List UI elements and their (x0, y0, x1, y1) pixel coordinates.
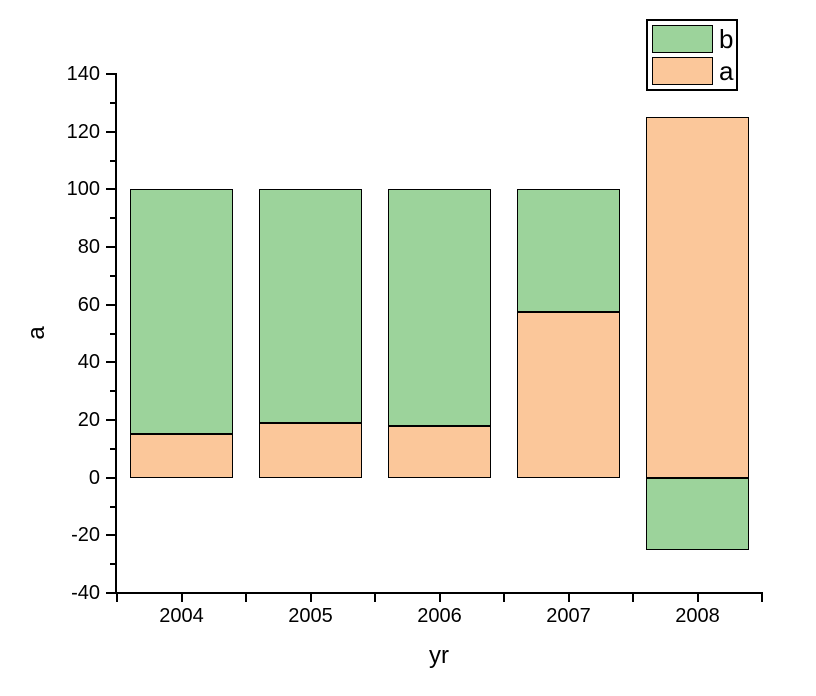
y-major-tick (106, 130, 115, 133)
legend: b a (646, 19, 738, 91)
y-axis-title: a (23, 326, 50, 340)
x-boundary-tick (503, 594, 505, 602)
legend-entry-b: b (652, 25, 736, 53)
x-tick-label: 2005 (288, 605, 333, 627)
x-boundary-tick (374, 594, 376, 602)
x-major-tick (696, 594, 699, 602)
y-tick-label: 40 (77, 351, 100, 374)
x-boundary-tick (245, 594, 247, 602)
y-minor-tick (110, 390, 115, 393)
legend-swatch-b (652, 25, 713, 53)
y-tick-label: 100 (66, 178, 100, 201)
y-major-tick (106, 246, 115, 248)
y-major-tick (106, 476, 115, 479)
y-minor-tick (110, 332, 115, 335)
y-tick-label: 120 (66, 120, 100, 143)
legend-label-a: a (719, 56, 734, 86)
y-major-tick (106, 534, 115, 537)
x-major-tick (567, 594, 570, 602)
legend-swatch-a (652, 57, 713, 85)
legend-entry-a: a (652, 57, 736, 85)
y-major-tick (106, 592, 115, 594)
y-minor-tick (110, 217, 115, 220)
y-minor-tick (110, 563, 115, 566)
bar-segment-b-2005 (258, 189, 363, 423)
y-major-tick (106, 361, 115, 364)
y-minor-tick (110, 505, 115, 508)
y-axis-line (115, 73, 117, 594)
y-tick-label: 0 (88, 466, 100, 489)
x-tick-label: 2008 (675, 605, 720, 627)
y-tick-label: 140 (66, 63, 100, 85)
bar-segment-b-2008 (645, 477, 750, 550)
x-major-tick (180, 594, 183, 602)
bar-segment-b-2006 (387, 189, 492, 426)
bar-segment-a-2004 (129, 434, 234, 478)
bar-segment-b-2004 (129, 189, 234, 435)
x-axis-line (115, 592, 763, 594)
y-minor-tick (110, 159, 115, 162)
x-boundary-tick (632, 594, 634, 602)
x-boundary-tick (116, 594, 118, 602)
y-tick-label: 80 (77, 236, 100, 258)
x-tick-label: 2006 (417, 605, 462, 627)
x-axis-title: yr (429, 642, 449, 669)
x-tick-label: 2004 (159, 605, 204, 627)
y-tick-label: -40 (71, 582, 100, 604)
bar-segment-b-2007 (516, 189, 621, 312)
x-boundary-tick (761, 594, 763, 602)
bar-segment-a-2006 (387, 425, 492, 478)
x-major-tick (309, 594, 312, 602)
y-major-tick (106, 188, 115, 191)
legend-label-b: b (719, 24, 734, 54)
x-major-tick (438, 594, 441, 602)
y-minor-tick (110, 447, 115, 450)
x-tick-label: 2007 (546, 605, 591, 627)
y-major-tick (106, 419, 115, 421)
y-minor-tick (110, 274, 115, 277)
y-tick-label: -20 (71, 524, 100, 547)
y-tick-label: 60 (77, 293, 100, 316)
y-major-tick (106, 303, 115, 306)
bar-segment-a-2007 (516, 311, 621, 478)
y-minor-tick (110, 101, 115, 104)
bar-segment-a-2005 (258, 422, 363, 478)
y-major-tick (106, 73, 115, 75)
y-tick-label: 20 (77, 409, 100, 431)
bar-segment-a-2008 (645, 117, 750, 478)
